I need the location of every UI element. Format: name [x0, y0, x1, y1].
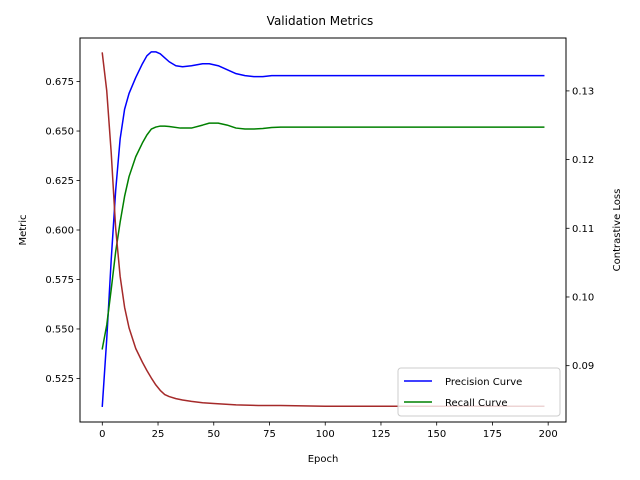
left-y-tick-label: 0.525: [45, 374, 74, 385]
x-tick-label: 150: [427, 429, 446, 440]
left-y-axis: 0.525 0.550 0.575 0.600 0.625 0.650 0.675: [45, 77, 80, 385]
x-axis: 0 25 50 75 100 125 150 175 200: [99, 422, 558, 440]
left-y-tick-label: 0.650: [45, 127, 74, 138]
series-line-precision-curve: [101, 51, 545, 407]
right-y-axis: 0.09 0.10 0.11 0.12 0.13: [566, 86, 594, 372]
legend: Precision Curve Recall Curve: [397, 367, 561, 417]
legend-label-recall: Recall Curve: [445, 398, 508, 409]
left-y-tick-label: 0.600: [45, 226, 74, 237]
x-tick-label: 0: [99, 429, 105, 440]
x-axis-label: Epoch: [308, 454, 339, 465]
left-y-tick-label: 0.625: [45, 176, 74, 187]
x-tick-label: 100: [316, 429, 335, 440]
right-y-tick-label: 0.11: [572, 224, 594, 235]
legend-label-precision: Precision Curve: [445, 377, 522, 388]
chart-title: Validation Metrics: [267, 14, 374, 28]
left-y-axis-label: Metric: [18, 214, 29, 245]
x-tick-label: 25: [152, 429, 165, 440]
series-line-recall-curve: [101, 122, 545, 350]
left-y-tick-label: 0.550: [45, 324, 74, 335]
legend-box: [397, 367, 561, 417]
right-y-tick-label: 0.13: [572, 86, 594, 97]
x-tick-label: 50: [207, 429, 220, 440]
x-tick-label: 75: [263, 429, 276, 440]
x-tick-label: 200: [539, 429, 558, 440]
x-tick-label: 175: [483, 429, 502, 440]
plot-lines: [101, 51, 545, 407]
right-y-tick-label: 0.10: [572, 292, 594, 303]
right-y-axis-label: Contrastive Loss: [612, 189, 623, 272]
x-tick-label: 125: [371, 429, 390, 440]
left-y-tick-label: 0.575: [45, 275, 74, 286]
right-y-tick-label: 0.09: [572, 361, 594, 372]
series-line-contrastive-loss: [101, 52, 545, 407]
right-y-tick-label: 0.12: [572, 155, 594, 166]
left-y-tick-label: 0.675: [45, 77, 74, 88]
